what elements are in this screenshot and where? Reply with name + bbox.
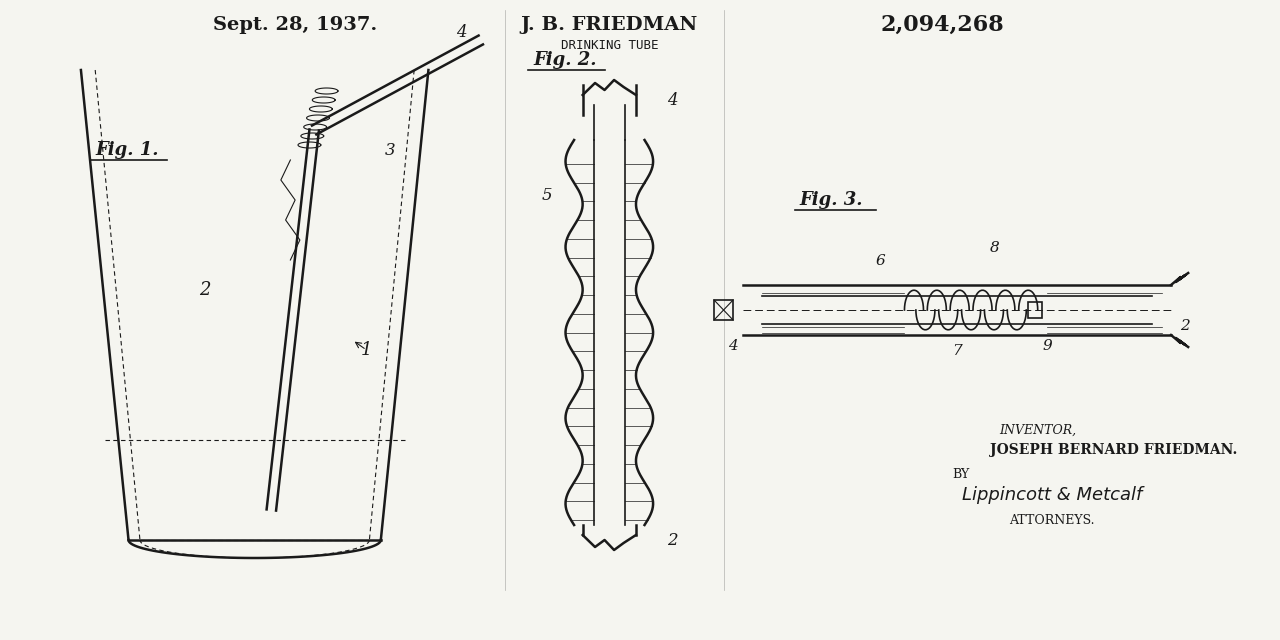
Bar: [1028, 302, 1042, 318]
Text: 4: 4: [667, 92, 678, 109]
Text: 4: 4: [457, 24, 467, 40]
Text: 6: 6: [876, 254, 886, 268]
Text: INVENTOR,: INVENTOR,: [1000, 424, 1076, 436]
Text: 5: 5: [541, 187, 553, 204]
Text: 2: 2: [1180, 319, 1190, 333]
Text: Fig. 3.: Fig. 3.: [800, 191, 863, 209]
Text: 4: 4: [728, 339, 739, 353]
Text: Fig. 1.: Fig. 1.: [95, 141, 159, 159]
Text: Sept. 28, 1937.: Sept. 28, 1937.: [212, 16, 378, 34]
Text: 7: 7: [952, 344, 961, 358]
Text: 8: 8: [991, 241, 1000, 255]
Text: J. B. FRIEDMAN: J. B. FRIEDMAN: [521, 16, 698, 34]
Text: BY: BY: [952, 468, 969, 481]
Text: 2,094,268: 2,094,268: [881, 14, 1005, 36]
Text: Fig. 2.: Fig. 2.: [534, 51, 596, 69]
Text: 9: 9: [1042, 339, 1052, 353]
Text: JOSEPH BERNARD FRIEDMAN.: JOSEPH BERNARD FRIEDMAN.: [991, 443, 1238, 457]
Text: 2: 2: [198, 281, 210, 299]
Text: 1: 1: [361, 341, 372, 359]
Text: Lippincott & Metcalf: Lippincott & Metcalf: [961, 486, 1142, 504]
Text: 3: 3: [385, 141, 396, 159]
Text: ATTORNEYS.: ATTORNEYS.: [1009, 513, 1094, 527]
Text: DRINKING TUBE: DRINKING TUBE: [561, 38, 658, 51]
Bar: [714, 300, 733, 320]
Text: 2: 2: [667, 532, 678, 549]
